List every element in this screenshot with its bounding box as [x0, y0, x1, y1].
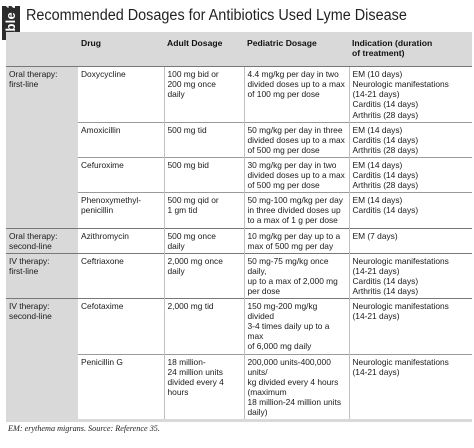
table-title: Recommended Dosages for Antibiotics Used… [26, 7, 407, 24]
table-number-tab: Table 2 [2, 0, 20, 46]
adult-dosage-cell: 500 mg tid [163, 121, 244, 158]
column-header-category [6, 32, 78, 67]
table-row: Phenoxymethyl- penicillin 500 mg qid or 1… [6, 192, 472, 228]
table-row: IV therapy: first-line Ceftriaxone 2,000 m… [6, 252, 472, 299]
dosage-table: Drug Adult Dosage Pediatric Dosage Indic… [6, 32, 472, 420]
drug-cell: Phenoxymethyl- penicillin [78, 192, 164, 228]
indication-cell: EM (14 days) Carditis (14 days) Arthriti… [348, 121, 472, 158]
therapy-group-label: IV therapy: second-line [6, 298, 78, 420]
column-header-drug: Drug [81, 38, 102, 48]
therapy-group-label: IV therapy: first-line [6, 252, 78, 299]
therapy-group-label: Oral therapy: first-line [6, 66, 78, 228]
adult-dosage-cell: 100 mg bid or 200 mg once daily [163, 66, 244, 123]
table-row: Penicillin G 18 million- 24 million units… [6, 353, 472, 420]
drug-cell: Ceftriaxone [78, 252, 164, 299]
adult-dosage-cell: 18 million- 24 million units divided eve… [163, 353, 244, 420]
indication-cell: Neurologic manifestations (14-21 days) [348, 353, 472, 420]
adult-dosage-cell: 500 mg once daily [163, 227, 244, 254]
drug-cell: Penicillin G [78, 353, 164, 420]
table-body: Oral therapy: first-line Doxycycline 100 m… [6, 66, 472, 420]
table-footnote: EM: erythema migrans. Source: Reference … [8, 424, 160, 433]
table-row: IV therapy: second-line Cefotaxime 2,000 m… [6, 298, 472, 420]
pediatric-dosage-cell: 30 mg/kg per day in two divided doses up… [243, 156, 349, 193]
pediatric-dosage-cell: 50 mg-75 mg/kg once daily, up to a max o… [243, 252, 349, 299]
pediatric-dosage-cell: 50 mg-100 mg/kg per day in three divided… [243, 192, 349, 228]
drug-cell: Doxycycline [78, 66, 164, 123]
column-header-adult-dosage: Adult Dosage [167, 38, 223, 48]
column-header-pediatric-dosage: Pediatric Dosage [247, 38, 317, 48]
therapy-group-label: Oral therapy: second-line [6, 227, 78, 254]
table-row: Amoxicillin 500 mg tid 50 mg/kg per day in… [6, 121, 472, 158]
drug-cell: Cefotaxime [78, 298, 164, 355]
adult-dosage-cell: 2,000 mg once daily [163, 252, 244, 299]
indication-cell: EM (14 days) Carditis (14 days) [348, 192, 472, 228]
table-row: Cefuroxime 500 mg bid 30 mg/kg per day in … [6, 156, 472, 193]
drug-cell: Cefuroxime [78, 156, 164, 193]
indication-cell: Neurologic manifestations (14-21 days) C… [348, 252, 472, 299]
table-header-row: Drug Adult Dosage Pediatric Dosage Indic… [6, 32, 472, 67]
indication-cell: EM (14 days) Carditis (14 days) Arthriti… [348, 156, 472, 193]
pediatric-dosage-cell: 10 mg/kg per day up to a max of 500 mg p… [243, 227, 349, 254]
indication-cell: EM (10 days) Neurologic manifestations (… [348, 66, 472, 123]
column-header-indication: Indication (duration of treatment) [352, 38, 433, 59]
adult-dosage-cell: 2,000 mg tid [163, 298, 244, 355]
pediatric-dosage-cell: 4.4 mg/kg per day in two divided doses u… [243, 66, 349, 123]
adult-dosage-cell: 500 mg bid [163, 156, 244, 193]
drug-cell: Amoxicillin [78, 121, 164, 158]
table-row: Oral therapy: second-line Azithromycin 500… [6, 227, 472, 254]
indication-cell: Neurologic manifestations (14-21 days) [348, 298, 472, 355]
drug-cell: Azithromycin [78, 227, 164, 254]
pediatric-dosage-cell: 200,000 units-400,000 units/ kg divided … [243, 353, 349, 420]
pediatric-dosage-cell: 50 mg/kg per day in three divided doses … [243, 121, 349, 158]
pediatric-dosage-cell: 150 mg-200 mg/kg divided 3-4 times daily… [243, 298, 349, 355]
adult-dosage-cell: 500 mg qid or 1 gm tid [163, 192, 244, 228]
table-row: Oral therapy: first-line Doxycycline 100 m… [6, 66, 472, 228]
indication-cell: EM (7 days) [348, 227, 472, 254]
